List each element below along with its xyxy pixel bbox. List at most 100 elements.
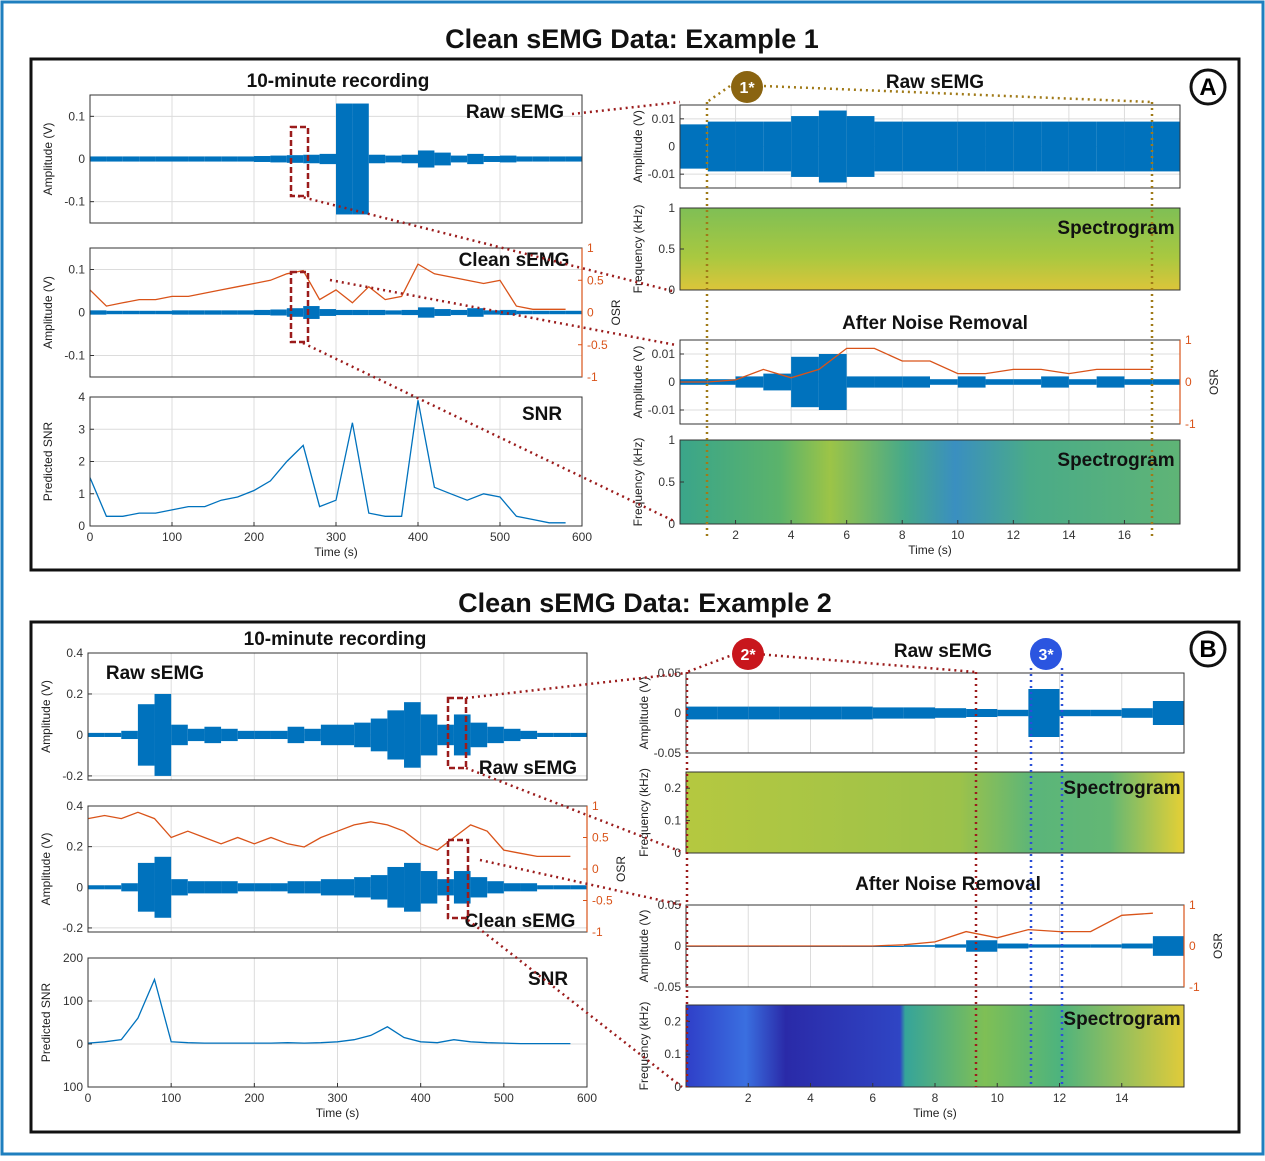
- x-axis-label: Time (s): [316, 1106, 360, 1120]
- y-tick-label: -0.05: [654, 980, 682, 994]
- chart-title: After Noise Removal: [842, 313, 1028, 334]
- plot-border: [685, 672, 1185, 754]
- y-axis-label: Predicted SNR: [41, 421, 55, 501]
- x-tick-label: 8: [932, 1091, 939, 1105]
- y2-tick-label: 0: [592, 862, 599, 876]
- signal-envelope: [1090, 944, 1122, 948]
- signal-envelope: [434, 152, 451, 166]
- annotation: SNR: [522, 404, 562, 425]
- y-tick-label: 0: [668, 517, 675, 531]
- signal-envelope: [90, 156, 107, 162]
- x-tick-label: 300: [327, 1091, 347, 1105]
- chart-panel: 0 0.1 0.2 Frequency (kHz) Spectrogram: [637, 768, 1185, 860]
- signal-envelope: [385, 155, 402, 163]
- y-tick-label: 0: [76, 728, 83, 742]
- signal-envelope: [237, 156, 254, 162]
- signal-envelope: [1152, 121, 1180, 172]
- osr-line: [680, 347, 1153, 383]
- y-tick-label: 0: [76, 880, 83, 894]
- x-tick-label: 12: [1007, 528, 1021, 542]
- panel-label-text: A: [1199, 74, 1216, 101]
- y-axis-label: Amplitude (V): [637, 910, 651, 983]
- signal-envelope: [453, 714, 471, 756]
- signal-envelope: [1059, 709, 1091, 717]
- y-tick-label: 0: [674, 1080, 681, 1094]
- signal-envelope: [810, 706, 842, 720]
- signal-envelope: [846, 116, 875, 177]
- signal-envelope: [503, 728, 521, 742]
- signal-envelope: [903, 945, 935, 947]
- signal-envelope: [966, 940, 998, 952]
- signal-envelope: [172, 310, 189, 315]
- signal-envelope: [763, 373, 792, 391]
- signal-envelope: [467, 308, 484, 317]
- signal-envelope: [304, 881, 321, 894]
- signal-envelope: [137, 704, 155, 766]
- signal-envelope: [930, 121, 958, 172]
- signal-envelope: [935, 944, 967, 948]
- signal-envelope: [122, 310, 140, 315]
- badge: [732, 638, 764, 670]
- signal-envelope: [237, 883, 255, 892]
- signal-envelope: [172, 156, 189, 162]
- signal-envelope: [450, 309, 468, 316]
- signal-envelope: [320, 879, 338, 896]
- chart-panel: 0 1 2 3 4 0 100 200 300 400 500 600 Predicted SNR Tim…: [41, 390, 592, 559]
- signal-envelope: [503, 883, 521, 892]
- y-tick-label: 0.01: [652, 347, 676, 361]
- plot-border: [679, 439, 1181, 525]
- chart-panel: -0.2 0 0.2 0.4 Amplitude (V) 10-minute record…: [39, 629, 588, 783]
- signal-envelope: [188, 310, 205, 315]
- x-axis-label: Time (s): [908, 543, 952, 557]
- signal-envelope: [1028, 944, 1060, 948]
- y-tick-label: -0.01: [648, 403, 676, 417]
- x-tick-label: 10: [951, 528, 965, 542]
- osr-line: [89, 263, 566, 310]
- signal-envelope: [565, 310, 582, 315]
- signal-envelope: [418, 307, 435, 318]
- signal-envelope: [254, 730, 271, 740]
- panel-frame: [29, 57, 1241, 572]
- badge-text: 3*: [1038, 647, 1054, 664]
- x-tick-label: 100: [162, 530, 182, 544]
- badge-text: 2*: [740, 647, 756, 664]
- y-tick-label: -0.01: [648, 167, 676, 181]
- x-tick-label: 400: [408, 530, 428, 544]
- signal-envelope: [286, 308, 304, 317]
- signal-envelope: [791, 356, 819, 408]
- y2-tick-label: 0: [1185, 375, 1192, 389]
- chart-title: Raw sEMG: [886, 72, 984, 93]
- signal-envelope: [88, 885, 105, 890]
- y-tick-label: 0.1: [68, 109, 85, 123]
- y-tick-label: 0.2: [66, 840, 83, 854]
- signal-envelope: [154, 693, 172, 776]
- spectrogram: [680, 440, 1180, 524]
- signal-envelope: [337, 879, 355, 896]
- signal-envelope: [187, 728, 205, 742]
- y-tick-label: -0.1: [64, 349, 85, 363]
- x-tick-label: 0: [85, 1091, 92, 1105]
- signal-envelope: [352, 103, 369, 215]
- signal-envelope: [387, 710, 405, 760]
- signal-envelope: [420, 871, 438, 904]
- x-tick-label: 300: [326, 530, 346, 544]
- x-tick-label: 6: [843, 528, 850, 542]
- signal-envelope: [104, 885, 122, 890]
- signal-envelope: [1121, 708, 1153, 718]
- x-tick-label: 0: [87, 530, 94, 544]
- x-tick-label: 8: [899, 528, 906, 542]
- signal-envelope: [874, 121, 903, 172]
- signal-envelope: [818, 354, 847, 410]
- signal-envelope: [401, 154, 418, 164]
- signal-envelope: [401, 309, 418, 316]
- connectors: [289, 84, 1154, 1088]
- signal-envelope: [818, 110, 847, 183]
- panel-label-text: B: [1199, 636, 1216, 663]
- signal-envelope: [1068, 379, 1097, 385]
- signal-envelope: [221, 728, 238, 742]
- badge: [1030, 638, 1062, 670]
- signal-envelope: [404, 862, 421, 912]
- signal-envelope: [985, 379, 1014, 385]
- y-tick-label: 100: [63, 1080, 83, 1094]
- x-tick-label: 600: [572, 530, 592, 544]
